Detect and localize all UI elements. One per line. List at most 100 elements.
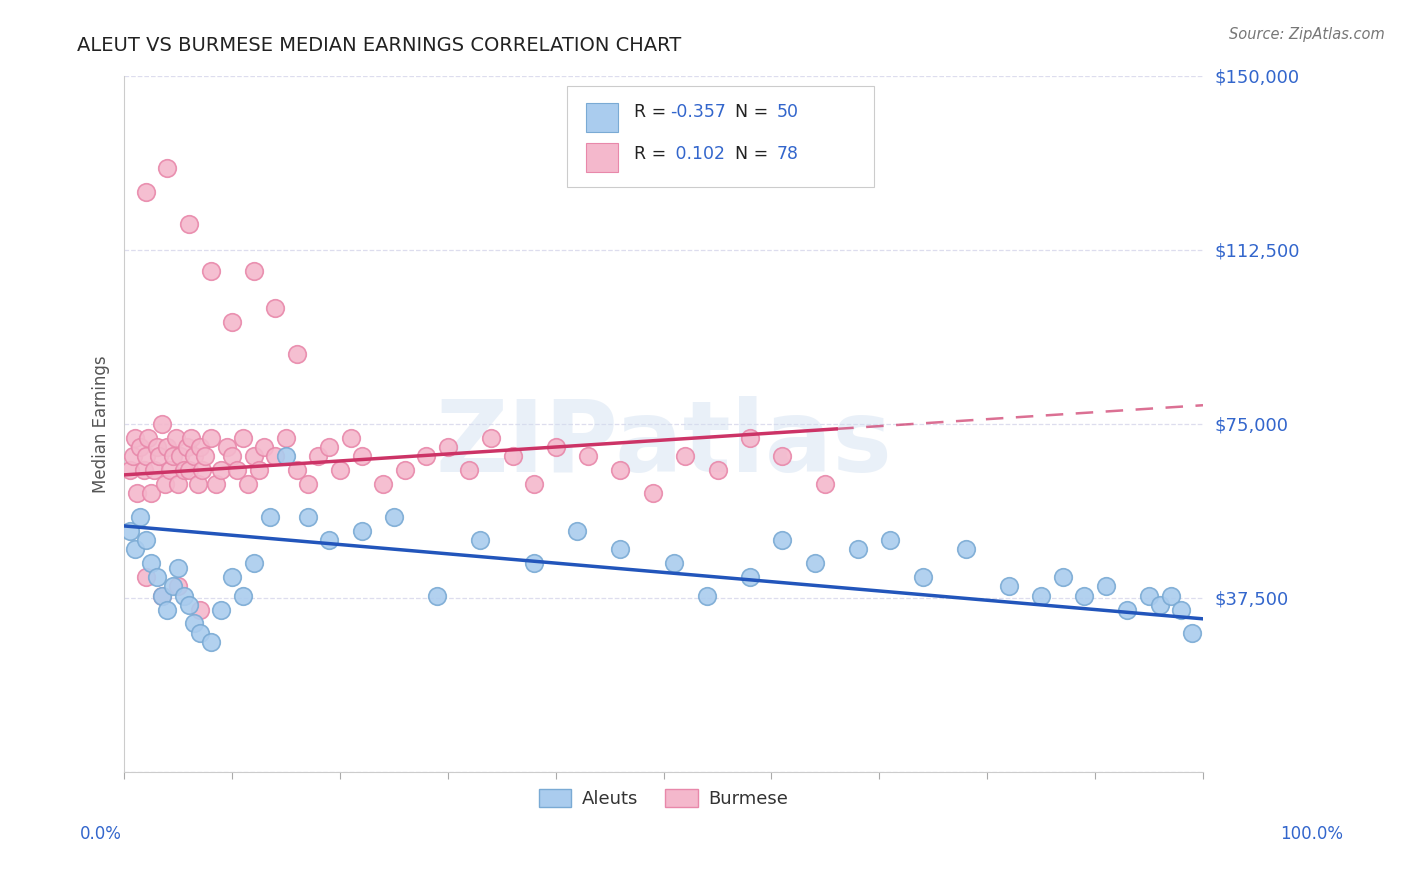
Point	[242, 450, 264, 464]
Point	[132, 463, 155, 477]
Point	[221, 450, 243, 464]
Point	[135, 185, 157, 199]
Point	[1170, 602, 1192, 616]
Point	[221, 570, 243, 584]
Point	[165, 431, 187, 445]
Text: 78: 78	[778, 145, 799, 163]
Point	[1031, 589, 1053, 603]
Point	[770, 450, 793, 464]
Point	[156, 161, 179, 176]
Point	[544, 440, 567, 454]
Point	[641, 486, 664, 500]
Point	[177, 463, 200, 477]
Point	[253, 440, 276, 454]
Point	[177, 598, 200, 612]
Point	[200, 431, 222, 445]
Point	[129, 440, 152, 454]
Point	[846, 542, 869, 557]
Point	[232, 431, 254, 445]
Point	[437, 440, 460, 454]
Point	[371, 477, 394, 491]
Point	[673, 450, 696, 464]
Point	[350, 524, 373, 538]
Point	[706, 463, 728, 477]
Text: -0.357: -0.357	[671, 103, 725, 121]
FancyBboxPatch shape	[567, 86, 875, 187]
Point	[188, 625, 211, 640]
Point	[1116, 602, 1139, 616]
Point	[148, 450, 170, 464]
Point	[426, 589, 449, 603]
Point	[814, 477, 837, 491]
Point	[156, 440, 179, 454]
Point	[221, 315, 243, 329]
Point	[183, 616, 205, 631]
Point	[285, 463, 308, 477]
Text: N =: N =	[724, 103, 773, 121]
Text: 50: 50	[778, 103, 799, 121]
Point	[118, 524, 141, 538]
Point	[155, 477, 177, 491]
FancyBboxPatch shape	[586, 143, 619, 172]
Text: R =: R =	[634, 103, 672, 121]
Point	[121, 450, 143, 464]
Y-axis label: Median Earnings: Median Earnings	[93, 355, 110, 492]
Legend: Aleuts, Burmese: Aleuts, Burmese	[531, 782, 796, 815]
Point	[173, 463, 195, 477]
Point	[738, 570, 761, 584]
Point	[145, 570, 167, 584]
Point	[609, 542, 631, 557]
Point	[169, 450, 191, 464]
Point	[187, 477, 209, 491]
Point	[145, 440, 167, 454]
Point	[167, 579, 190, 593]
Point	[232, 589, 254, 603]
Point	[135, 570, 157, 584]
Text: Source: ZipAtlas.com: Source: ZipAtlas.com	[1229, 27, 1385, 42]
Point	[194, 450, 217, 464]
Point	[318, 533, 340, 547]
Point	[200, 263, 222, 277]
Point	[502, 450, 524, 464]
Point	[523, 556, 546, 570]
Point	[998, 579, 1021, 593]
Point	[911, 570, 934, 584]
Point	[879, 533, 901, 547]
Point	[523, 477, 546, 491]
Point	[382, 509, 405, 524]
Point	[955, 542, 977, 557]
Text: 0.0%: 0.0%	[80, 825, 122, 843]
Point	[247, 463, 270, 477]
Point	[205, 477, 228, 491]
Point	[285, 347, 308, 361]
Point	[458, 463, 481, 477]
Point	[136, 431, 159, 445]
Point	[162, 450, 184, 464]
Point	[188, 602, 211, 616]
Point	[350, 450, 373, 464]
Point	[156, 602, 179, 616]
Point	[135, 533, 157, 547]
Point	[1149, 598, 1171, 612]
Point	[1052, 570, 1074, 584]
Point	[177, 217, 200, 231]
Point	[215, 440, 238, 454]
Point	[200, 635, 222, 649]
Text: ZIPatlas: ZIPatlas	[436, 396, 891, 493]
Point	[150, 589, 173, 603]
Point	[1137, 589, 1160, 603]
Point	[1095, 579, 1118, 593]
Point	[339, 431, 361, 445]
Point	[173, 589, 195, 603]
Point	[274, 450, 297, 464]
Point	[124, 431, 146, 445]
Point	[209, 602, 232, 616]
FancyBboxPatch shape	[586, 103, 619, 132]
Point	[180, 431, 202, 445]
Text: 0.102: 0.102	[671, 145, 725, 163]
Point	[124, 542, 146, 557]
Point	[141, 486, 163, 500]
Point	[167, 560, 190, 574]
Point	[150, 589, 173, 603]
Point	[259, 509, 281, 524]
